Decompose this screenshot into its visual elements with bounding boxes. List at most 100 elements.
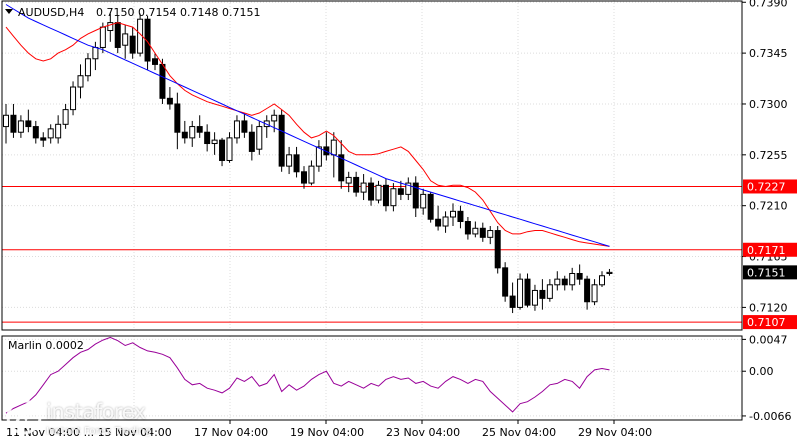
candle[interactable] (40, 132, 47, 147)
candle-body (99, 26, 106, 48)
candle[interactable] (10, 103, 17, 138)
candle[interactable] (599, 271, 605, 288)
candle-body (576, 272, 583, 280)
candle[interactable] (517, 273, 524, 310)
candle[interactable] (472, 221, 479, 238)
candles[interactable] (3, 13, 613, 314)
level-price-label: 0.7107 (747, 316, 786, 329)
candle[interactable] (360, 174, 367, 201)
candle[interactable] (189, 120, 196, 147)
candle[interactable] (502, 262, 509, 302)
price-axis[interactable]: 0.73900.73450.73000.72550.72100.71650.71… (742, 0, 797, 330)
candle[interactable] (375, 180, 382, 204)
candle[interactable] (412, 176, 419, 217)
candle[interactable] (166, 87, 173, 110)
candle[interactable] (353, 171, 360, 197)
candle-body (353, 176, 360, 193)
time-tick-label: 29 Nov 04:00 (578, 426, 652, 439)
candle[interactable] (219, 137, 226, 167)
candle-body (189, 126, 196, 139)
candle[interactable] (479, 222, 486, 242)
candle[interactable] (554, 271, 561, 291)
candle[interactable] (17, 115, 24, 138)
candle[interactable] (159, 58, 166, 104)
candle[interactable] (368, 177, 375, 206)
candle[interactable] (3, 103, 9, 144)
candle[interactable] (55, 115, 62, 144)
time-axis[interactable]: 17 Nov 04:00 19 Nov 04:00 23 Nov 04:00 25 N… (6, 420, 652, 439)
candle[interactable] (606, 268, 613, 276)
candle[interactable] (301, 166, 307, 189)
candle[interactable] (569, 267, 576, 291)
candle[interactable] (524, 273, 531, 308)
candle-body (569, 272, 576, 286)
candle[interactable] (144, 15, 151, 71)
candle[interactable] (464, 216, 471, 240)
candle[interactable] (561, 275, 568, 291)
candle[interactable] (278, 109, 285, 172)
candle[interactable] (427, 192, 434, 223)
candle[interactable] (211, 132, 218, 155)
candle[interactable] (181, 120, 188, 144)
candle[interactable] (122, 24, 129, 59)
candle-body (315, 146, 322, 167)
candle[interactable] (539, 279, 546, 310)
candle[interactable] (204, 124, 211, 152)
price-tick-label: 0.7120 (749, 301, 788, 314)
candle[interactable] (457, 205, 464, 229)
candle-body (442, 216, 449, 227)
dropdown-triangle-icon[interactable] (5, 9, 13, 14)
candle[interactable] (531, 284, 538, 311)
candle[interactable] (248, 124, 255, 161)
candle[interactable] (405, 177, 412, 201)
candle[interactable] (494, 226, 501, 274)
candle[interactable] (107, 13, 114, 42)
candle[interactable] (382, 178, 389, 212)
candle[interactable] (338, 140, 345, 189)
candle[interactable] (591, 279, 598, 306)
candle[interactable] (152, 53, 158, 71)
candle[interactable] (256, 120, 263, 155)
candle[interactable] (129, 27, 136, 59)
candle-body (174, 103, 181, 133)
candle[interactable] (345, 171, 352, 193)
candle[interactable] (509, 282, 516, 314)
candle[interactable] (233, 115, 240, 144)
candle[interactable] (576, 264, 583, 285)
candle-body (472, 227, 479, 235)
candle[interactable] (308, 160, 315, 186)
candle[interactable] (293, 146, 300, 178)
candle[interactable] (77, 64, 84, 99)
candle[interactable] (442, 211, 449, 233)
candle[interactable] (47, 124, 54, 144)
candle[interactable] (271, 109, 278, 133)
candle-body (517, 278, 524, 308)
candle-body (539, 289, 546, 299)
candle[interactable] (70, 81, 77, 116)
candle[interactable] (420, 188, 427, 215)
marlin-line (5, 336, 610, 414)
candle[interactable] (62, 103, 69, 129)
candle[interactable] (546, 279, 553, 302)
candle[interactable] (487, 226, 494, 245)
oscillator-axis: 0.0047 0.00 -0.0066 (742, 333, 791, 423)
candle-body (10, 114, 17, 133)
candle[interactable] (397, 180, 404, 201)
candle[interactable] (584, 275, 591, 310)
candle[interactable] (25, 109, 32, 133)
candle[interactable] (32, 120, 39, 144)
candle[interactable] (286, 146, 293, 175)
candle[interactable] (450, 203, 456, 227)
candle[interactable] (226, 132, 233, 163)
candle[interactable] (84, 53, 91, 82)
candle[interactable] (390, 183, 397, 212)
candle[interactable] (435, 205, 442, 231)
candle-body (129, 35, 136, 54)
candle[interactable] (241, 113, 248, 138)
candle[interactable] (196, 115, 203, 138)
candle-body (531, 289, 538, 306)
candle[interactable] (315, 140, 322, 172)
candle[interactable] (174, 92, 181, 150)
candle-body (166, 97, 173, 105)
